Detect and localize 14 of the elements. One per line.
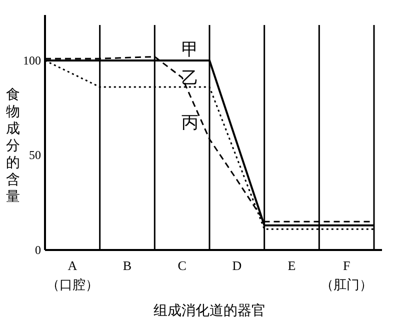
y-tick-label: 50 bbox=[29, 148, 41, 162]
series-label: 乙 bbox=[182, 68, 199, 88]
x-tick-label: D bbox=[232, 258, 242, 273]
series-label: 丙 bbox=[182, 113, 199, 132]
x-tick-label: F （肛门） bbox=[320, 258, 373, 292]
x-tick-label: C bbox=[178, 258, 186, 273]
series-label: 甲 bbox=[182, 40, 199, 60]
x-tick-label: A （口腔） bbox=[46, 258, 98, 292]
y-tick-label: 100 bbox=[23, 53, 41, 68]
y-axis-title: 食物成分的含量 bbox=[6, 87, 20, 205]
x-axis-title: 组成消化道的器官 bbox=[154, 303, 266, 319]
x-tick-label: B bbox=[122, 258, 132, 273]
y-tick-label: 0 bbox=[35, 243, 41, 257]
x-tick-label: E bbox=[288, 258, 296, 273]
